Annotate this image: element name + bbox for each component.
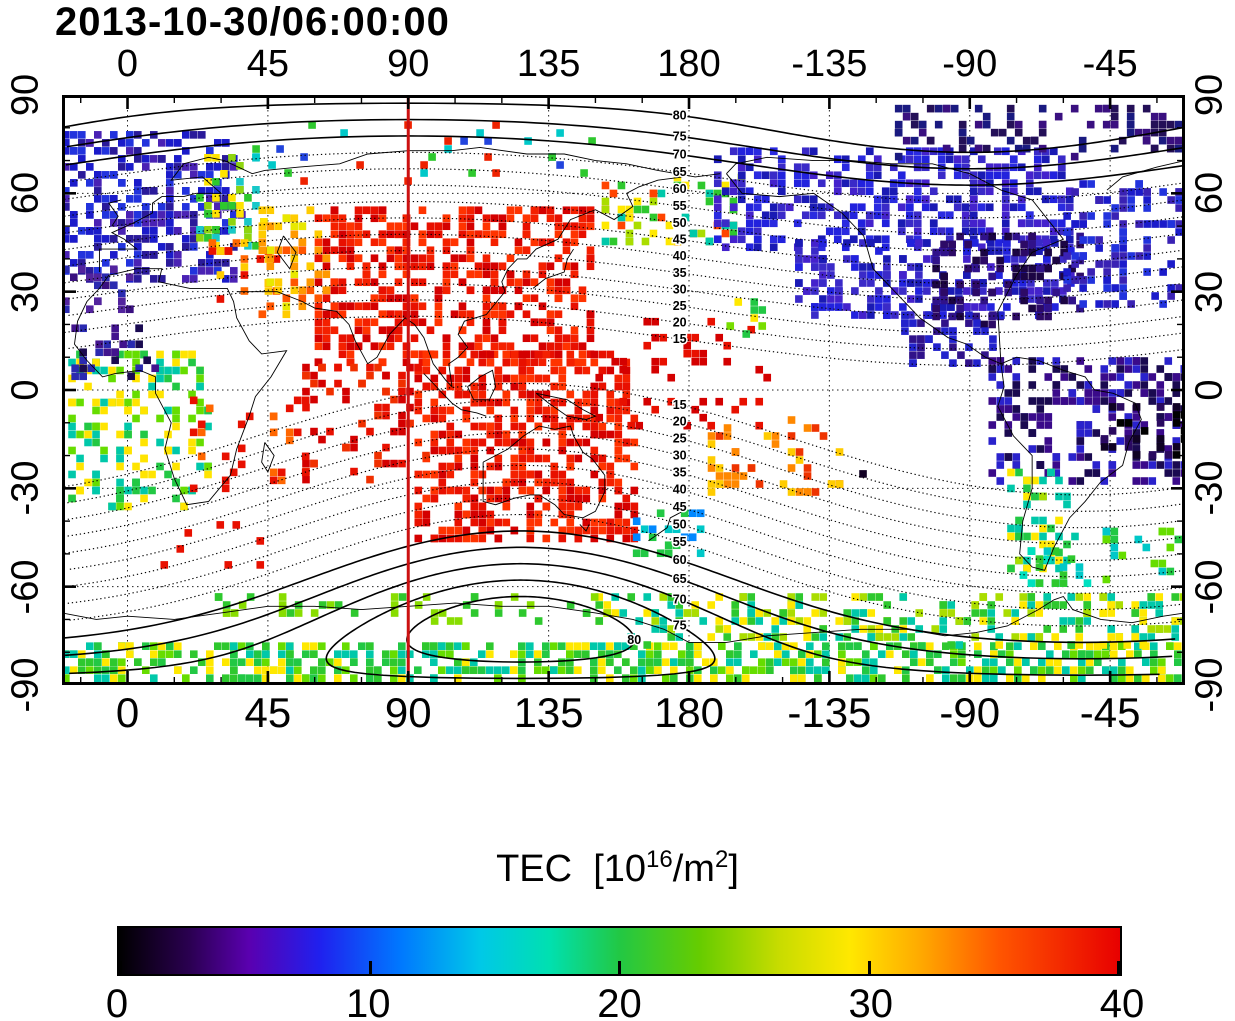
x-tick-label-top: 0	[116, 43, 139, 85]
x-tick-label-top: 45	[246, 43, 290, 85]
colorbar-tick	[119, 961, 122, 974]
colorbar-tick-label: 40	[1099, 982, 1145, 1021]
y-tick-label-left: 90	[4, 73, 47, 117]
colorbar-tick-label: 30	[848, 982, 894, 1021]
colorbar-title-mid: /m	[672, 848, 715, 890]
colorbar-title-suffix: ]	[728, 848, 739, 890]
y-tick-label-right: -90	[1188, 657, 1231, 713]
x-tick-label-top: 90	[387, 43, 430, 85]
y-tick-label-left: -90	[4, 657, 47, 713]
colorbar-tick	[867, 961, 871, 974]
colorbar-title-exponent2: 2	[714, 846, 729, 873]
colorbar-title: TEC [1016/m2]	[0, 848, 1235, 891]
x-tick-label-top: -135	[791, 43, 868, 85]
x-tick-label-bottom: 90	[384, 689, 432, 736]
x-tick-label-bottom: 45	[244, 689, 292, 736]
colorbar-title-exponent: 16	[646, 846, 673, 873]
x-tick-label-top: -45	[1082, 43, 1138, 85]
y-tick-label-left: 30	[4, 270, 47, 313]
colorbar-tick	[1117, 961, 1120, 974]
x-tick-label-bottom: -45	[1079, 689, 1141, 736]
x-tick-label-bottom: -90	[939, 689, 1001, 736]
x-tick-label-top: -90	[942, 43, 998, 85]
y-tick-label-left: 60	[4, 172, 47, 215]
x-tick-label-bottom: 0	[115, 689, 140, 736]
colorbar-tick-label: 20	[597, 982, 642, 1021]
colorbar-title-text: TEC [10	[496, 848, 647, 890]
y-tick-label-left: -30	[4, 460, 47, 516]
y-tick-label-left: 0	[4, 379, 47, 401]
y-tick-label-right: 0	[1188, 379, 1231, 401]
x-tick-label-top: 180	[657, 43, 721, 85]
map-canvas	[62, 95, 1185, 685]
plot-title: 2013-10-30/06:00:00	[55, 0, 450, 44]
y-tick-label-right: 30	[1188, 270, 1231, 313]
y-tick-label-right: -60	[1188, 559, 1231, 615]
colorbar-tick	[618, 961, 621, 974]
y-tick-label-right: 90	[1188, 73, 1231, 117]
colorbar-tick-label: 0	[105, 982, 129, 1021]
y-tick-label-right: 60	[1188, 172, 1231, 215]
x-tick-label-bottom: 135	[513, 689, 584, 736]
colorbar-tick-label: 10	[346, 982, 391, 1021]
y-tick-label-right: -30	[1188, 460, 1231, 516]
colorbar-tick	[368, 961, 372, 974]
x-tick-label-top: 135	[516, 43, 581, 85]
y-tick-label-left: -60	[4, 559, 47, 615]
x-tick-label-bottom: 180	[653, 689, 725, 736]
x-tick-label-bottom: -135	[787, 689, 872, 736]
